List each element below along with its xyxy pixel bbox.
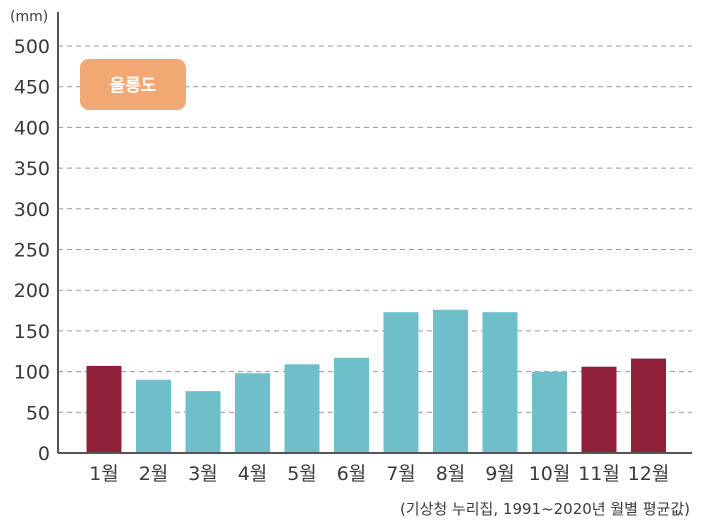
source-note: (기상청 누리집, 1991~2020년 월별 평균값) [400,500,690,518]
y-tick-label: 0 [38,443,50,465]
bar-8 [433,309,468,453]
title-badge: 울릉도 [80,59,186,110]
y-tick-label: 350 [14,158,50,180]
x-tick-label: 7월 [386,463,416,485]
y-tick-label: 200 [14,280,50,302]
labels: 0 50 100 150 200 250 300 350 400 450 500 1월 2월 3월 4월 5월… [14,36,670,485]
x-tick-label: 1월 [89,463,119,485]
bar-5 [284,364,320,453]
y-tick-label: 300 [14,199,50,221]
chart-title: 울릉도 [110,76,157,96]
x-tick-label: 6월 [337,463,367,485]
x-tick-label: 12월 [628,463,670,485]
bar-6 [334,357,369,453]
bars [86,309,666,453]
y-tick-label: 250 [14,240,50,262]
grid-lines [58,45,692,413]
bar-2 [136,379,171,453]
bar-10 [532,371,567,453]
x-tick-label: 3월 [188,463,218,485]
x-tick-label: 8월 [436,463,466,485]
x-tick-label: 10월 [529,463,571,485]
y-tick-label: 500 [14,36,50,58]
y-tick-label: 100 [14,362,50,384]
axes [57,12,692,454]
y-tick-label: 150 [14,321,50,343]
bar-7 [383,312,419,453]
y-tick-label: 450 [14,77,50,99]
x-tick-label: 4월 [238,463,268,485]
y-tick-label: 50 [26,402,50,424]
x-tick-label: 9월 [485,463,515,485]
title-badge-background [80,59,186,110]
bar-9 [482,312,518,453]
y-axis-unit: (mm) [10,9,48,25]
x-tick-label: 5월 [287,463,317,485]
y-tick-label: 400 [14,117,50,139]
bar-3 [185,391,221,453]
bar-1 [86,365,122,453]
bar-11 [581,366,617,453]
bar-4 [235,373,270,453]
bar-12 [631,358,666,453]
x-tick-label: 2월 [139,463,169,485]
x-tick-label: 11월 [578,463,620,485]
